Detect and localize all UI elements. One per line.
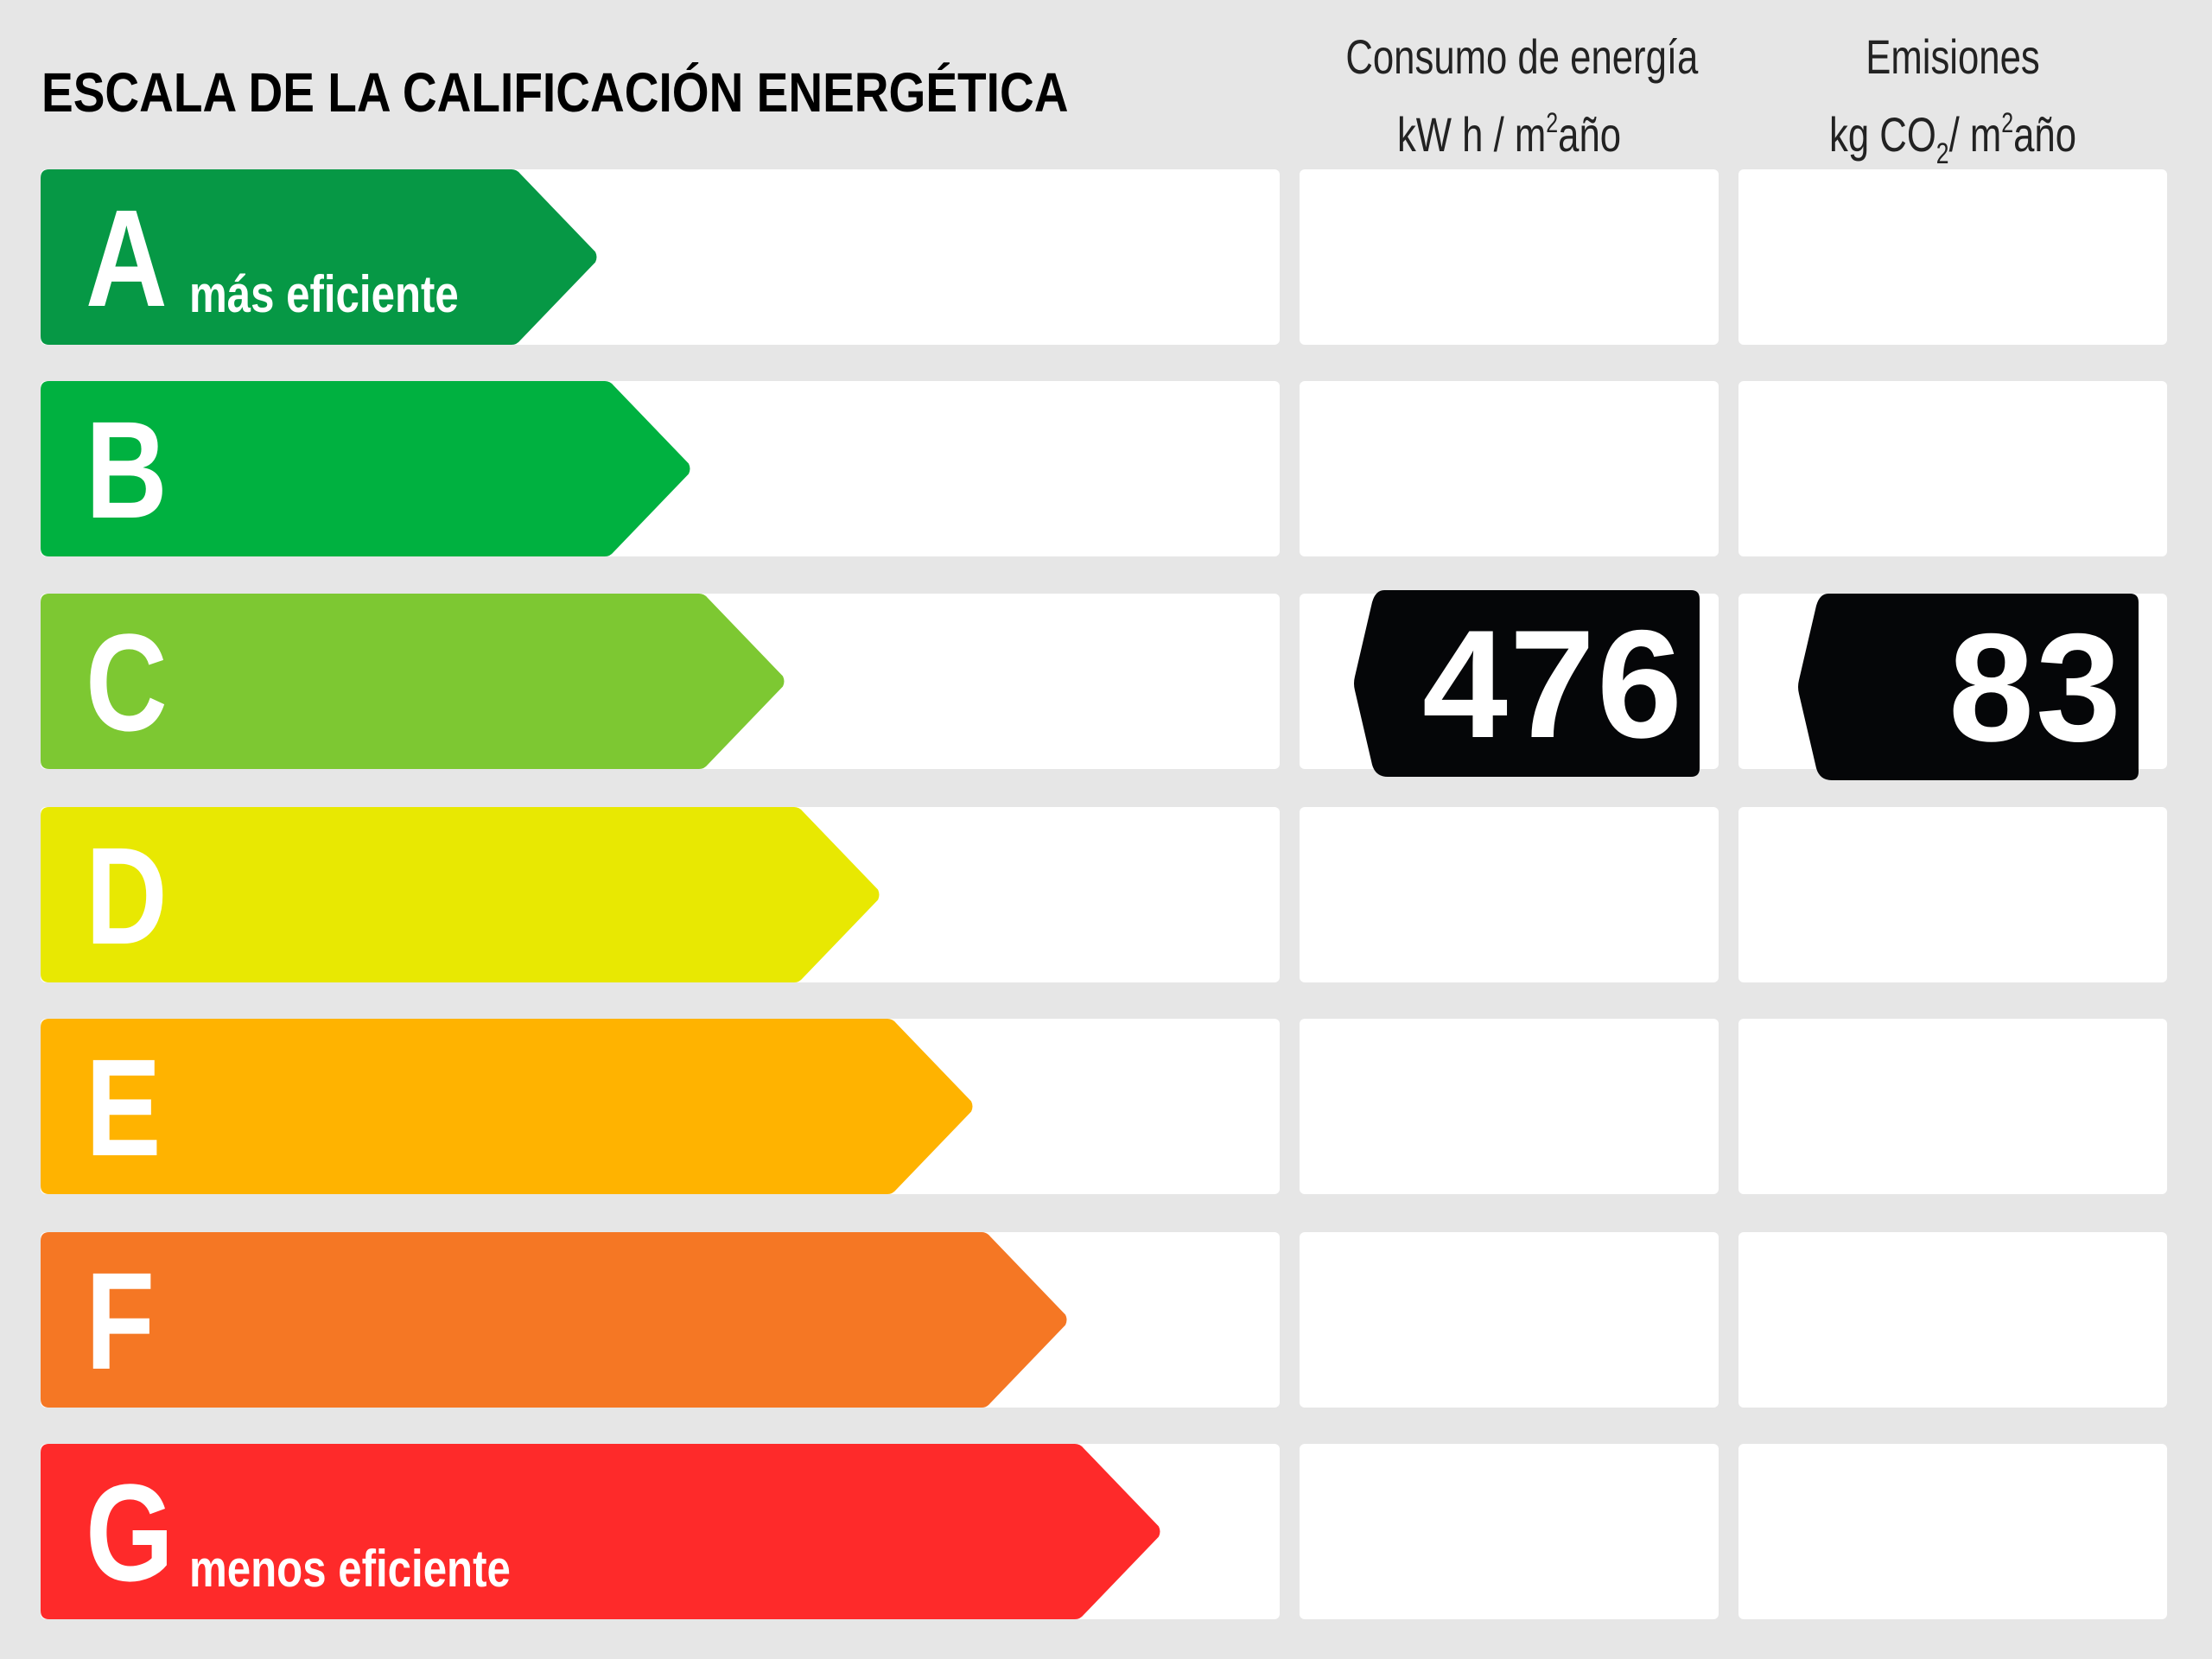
- rating-arrow-e: E: [41, 1019, 974, 1194]
- emisiones-header-line1: Emisiones: [1866, 29, 2040, 84]
- rating-letter: G: [86, 1455, 175, 1610]
- rating-letter: D: [86, 818, 168, 973]
- emisiones-value-badge: 83: [1797, 594, 2139, 780]
- consumo-cell: [1300, 1232, 1719, 1408]
- emisiones-column-header: Emisiones kg CO2/ m2año: [1786, 24, 2120, 187]
- consumo-column-header: Consumo de energía kW h / m2año: [1345, 24, 1699, 168]
- rating-sublabel: más eficiente: [189, 265, 459, 323]
- consumo-header-line2: kW h / m2año: [1396, 107, 1622, 162]
- rating-letter: F: [86, 1243, 156, 1398]
- rating-arrow-f: F: [41, 1232, 1068, 1408]
- emisiones-cell: [1738, 1019, 2167, 1194]
- rating-arrow-d: D: [41, 807, 880, 982]
- rating-arrow-b: B: [41, 381, 691, 556]
- emisiones-value-badge-value: 83: [1948, 601, 2123, 773]
- rating-sublabel: menos eficiente: [189, 1540, 511, 1598]
- consumo-value-badge: 476: [1353, 590, 1700, 777]
- emisiones-cell: [1738, 1232, 2167, 1408]
- rating-letter: C: [86, 605, 168, 760]
- emisiones-header-line2: kg CO2/ m2año: [1829, 107, 2076, 170]
- consumo-cell: [1300, 807, 1719, 982]
- rating-letter: E: [86, 1030, 162, 1185]
- consumo-cell: [1300, 1019, 1719, 1194]
- consumo-value-badge-value: 476: [1422, 597, 1684, 770]
- emisiones-cell: [1738, 381, 2167, 556]
- consumo-cell: 476: [1300, 590, 1719, 777]
- consumo-cell: [1300, 381, 1719, 556]
- emisiones-cell: 83: [1738, 594, 2167, 780]
- emisiones-cell: [1738, 807, 2167, 982]
- consumo-header-line1: Consumo de energía: [1345, 29, 1699, 84]
- emisiones-cell: [1738, 1444, 2167, 1619]
- rating-letter: B: [86, 392, 168, 547]
- consumo-cell: [1300, 169, 1719, 345]
- emisiones-cell: [1738, 169, 2167, 345]
- rating-arrow-c: C: [41, 594, 785, 769]
- rating-letter: A: [86, 181, 168, 335]
- consumo-cell: [1300, 1444, 1719, 1619]
- page-title: ESCALA DE LA CALIFICACIÓN ENERGÉTICA: [41, 61, 1069, 124]
